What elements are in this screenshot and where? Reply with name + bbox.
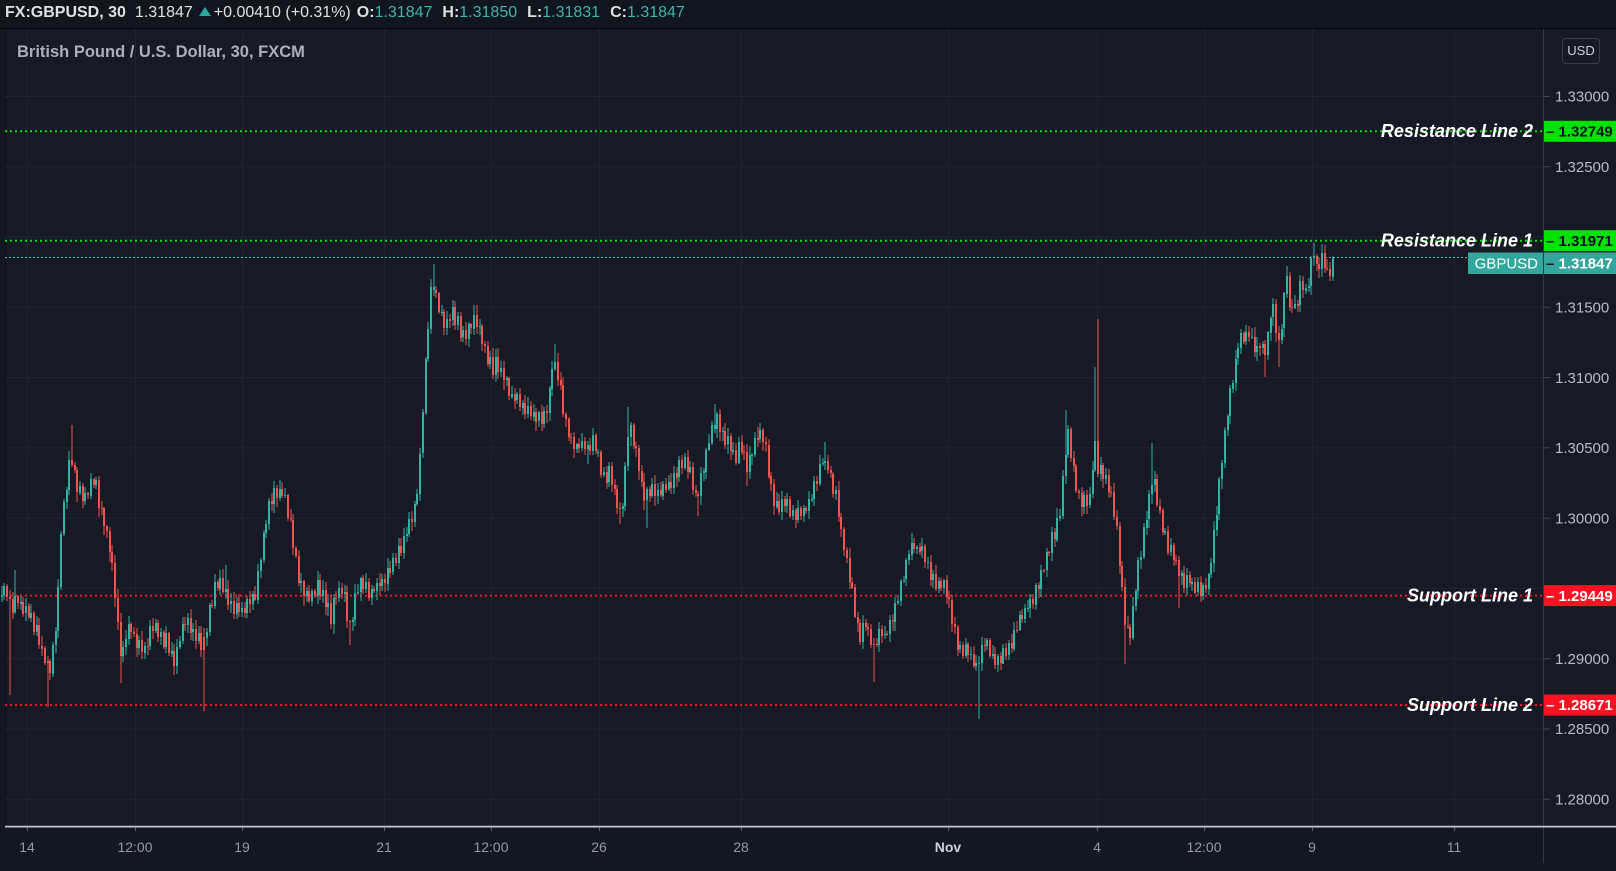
svg-text:1.33000: 1.33000 bbox=[1555, 89, 1609, 106]
svg-text:28: 28 bbox=[733, 839, 749, 855]
svg-text:1.28500: 1.28500 bbox=[1555, 721, 1609, 738]
svg-text:11: 11 bbox=[1447, 839, 1462, 855]
svg-text:Support Line 2: Support Line 2 bbox=[1407, 695, 1533, 715]
svg-text:4: 4 bbox=[1093, 839, 1101, 855]
svg-text:9: 9 bbox=[1308, 839, 1316, 855]
svg-text:1.32500: 1.32500 bbox=[1555, 159, 1609, 176]
svg-text:21: 21 bbox=[376, 839, 392, 855]
svg-text:– 1.28671: – 1.28671 bbox=[1546, 697, 1613, 714]
svg-text:1.29000: 1.29000 bbox=[1555, 651, 1609, 668]
svg-text:1.31000: 1.31000 bbox=[1555, 370, 1609, 387]
svg-text:12:00: 12:00 bbox=[473, 839, 508, 855]
svg-text:19: 19 bbox=[234, 839, 250, 855]
svg-text:26: 26 bbox=[591, 839, 607, 855]
svg-text:Resistance Line 2: Resistance Line 2 bbox=[1381, 121, 1533, 141]
svg-text:1.31500: 1.31500 bbox=[1555, 300, 1609, 317]
svg-text:– 1.31971: – 1.31971 bbox=[1546, 233, 1613, 250]
svg-text:12:00: 12:00 bbox=[1186, 839, 1221, 855]
svg-text:1.30500: 1.30500 bbox=[1555, 440, 1609, 457]
svg-text:1.28000: 1.28000 bbox=[1555, 792, 1609, 809]
svg-text:GBPUSD: GBPUSD bbox=[1475, 256, 1539, 273]
svg-text:Nov: Nov bbox=[935, 839, 962, 855]
svg-text:Resistance Line 1: Resistance Line 1 bbox=[1381, 231, 1533, 251]
svg-text:– 1.29449: – 1.29449 bbox=[1546, 588, 1613, 605]
svg-text:14: 14 bbox=[19, 839, 35, 855]
svg-text:– 1.32749: – 1.32749 bbox=[1546, 124, 1613, 141]
svg-text:– 1.31847: – 1.31847 bbox=[1546, 256, 1613, 273]
svg-text:Support Line 1: Support Line 1 bbox=[1407, 585, 1533, 605]
svg-text:12:00: 12:00 bbox=[117, 839, 152, 855]
svg-text:1.30000: 1.30000 bbox=[1555, 510, 1609, 527]
